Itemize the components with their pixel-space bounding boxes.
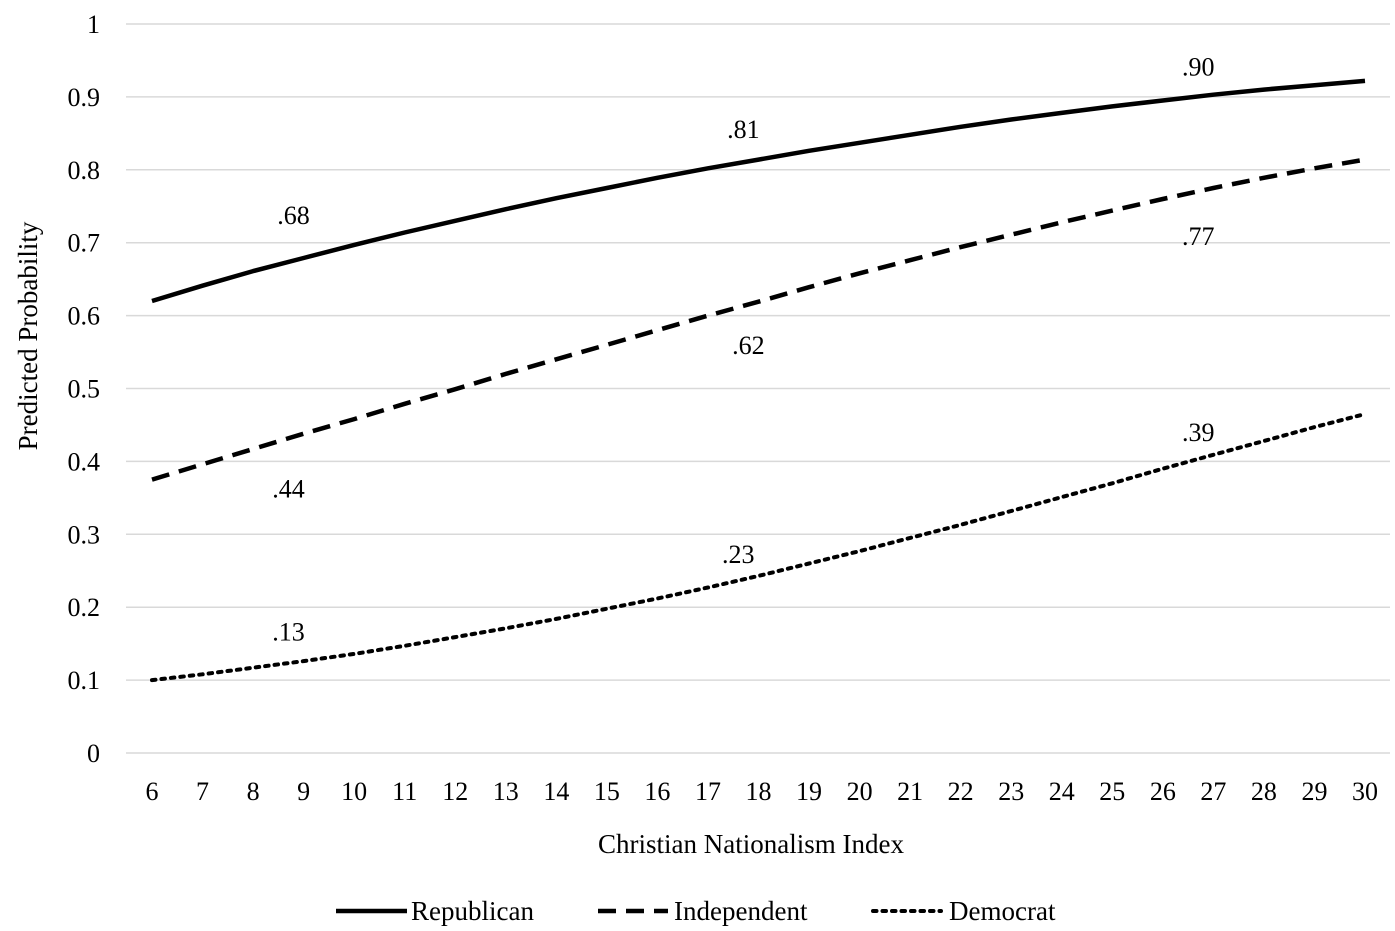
x-axis-ticks: 6 7 8 9 10 11 12 13 14 15 16 17 18 19 20 21 22 23 24 25 26 27… — [146, 777, 1379, 806]
y-tick-label: 0.9 — [68, 83, 101, 112]
y-tick-label: 0.6 — [68, 302, 101, 331]
y-tick-label: 0.8 — [68, 156, 101, 185]
series-line-republican — [151, 78, 1366, 304]
series-line-independent — [151, 157, 1366, 482]
x-tick-label: 30 — [1352, 777, 1378, 806]
x-tick-label: 20 — [847, 777, 873, 806]
data-label: .90 — [1182, 52, 1215, 81]
x-tick-label: 23 — [998, 777, 1024, 806]
x-tick-label: 19 — [796, 777, 822, 806]
x-tick-label: 18 — [746, 777, 772, 806]
x-tick-label: 7 — [196, 777, 209, 806]
x-tick-label: 11 — [392, 777, 417, 806]
legend-label-independent: Independent — [674, 896, 808, 926]
x-tick-label: 26 — [1150, 777, 1176, 806]
x-tick-label: 29 — [1301, 777, 1327, 806]
x-tick-label: 8 — [247, 777, 260, 806]
y-axis-title: Predicted Probability — [13, 221, 43, 450]
x-tick-label: 12 — [442, 777, 468, 806]
y-tick-label: 0.7 — [68, 229, 101, 258]
x-tick-label: 15 — [594, 777, 620, 806]
x-tick-label: 17 — [695, 777, 721, 806]
x-tick-label: 13 — [493, 777, 519, 806]
x-tick-label: 14 — [543, 777, 569, 806]
y-tick-label: 0 — [87, 739, 100, 768]
y-axis-ticks: 0 0.1 0.2 0.3 0.4 0.5 0.6 0.7 0.8 0.9 1 — [68, 10, 101, 768]
data-label: .44 — [272, 474, 305, 503]
data-label: .23 — [722, 540, 755, 569]
y-tick-label: 1 — [87, 10, 100, 39]
series-line-democrat — [150, 412, 1367, 683]
data-label: .81 — [727, 115, 760, 144]
x-tick-label: 27 — [1200, 777, 1226, 806]
y-tick-label: 0.1 — [68, 666, 101, 695]
x-tick-label: 22 — [948, 777, 974, 806]
y-tick-label: 0.2 — [68, 593, 101, 622]
data-label: .62 — [732, 331, 765, 360]
x-tick-label: 24 — [1049, 777, 1075, 806]
y-tick-label: 0.5 — [68, 375, 101, 404]
legend-label-democrat: Democrat — [949, 896, 1056, 926]
legend-label-republican: Republican — [411, 896, 534, 926]
x-tick-label: 21 — [897, 777, 923, 806]
series-lines — [150, 78, 1367, 683]
x-axis-title: Christian Nationalism Index — [598, 829, 904, 859]
x-tick-label: 28 — [1251, 777, 1277, 806]
data-label: .68 — [277, 201, 310, 230]
data-label: .13 — [272, 617, 305, 646]
y-tick-label: 0.3 — [68, 520, 101, 549]
data-labels: .68 .81 .90 .44 .62 .77 .13 .23 .39 — [272, 52, 1214, 646]
legend: Republican Independent Democrat — [336, 896, 1056, 926]
data-label: .77 — [1182, 222, 1215, 251]
x-tick-label: 10 — [341, 777, 367, 806]
x-tick-label: 25 — [1099, 777, 1125, 806]
x-tick-label: 16 — [644, 777, 670, 806]
x-tick-label: 9 — [297, 777, 310, 806]
data-label: .39 — [1182, 418, 1215, 447]
y-tick-label: 0.4 — [68, 447, 101, 476]
x-tick-label: 6 — [146, 777, 159, 806]
